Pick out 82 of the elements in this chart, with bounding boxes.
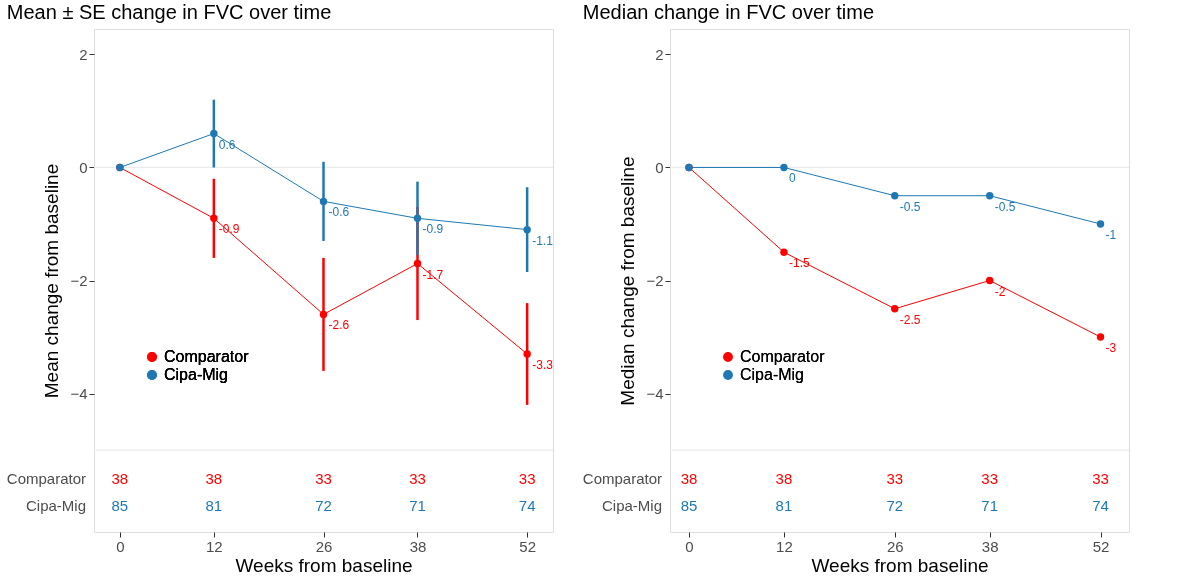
point (319, 310, 328, 319)
point (319, 197, 328, 206)
text: Comparator (582, 470, 662, 487)
data-label: 0 (788, 171, 796, 186)
point (986, 192, 994, 200)
annotation: 71 (409, 497, 426, 514)
x-tick-label: 26 (315, 537, 333, 555)
legend-label: Comparator (740, 348, 826, 365)
point (891, 192, 899, 200)
x-tick-label: 26 (886, 537, 904, 555)
y-tick-label: −4 (646, 385, 664, 403)
annotation: 72 (315, 497, 332, 514)
data-label: -3.3 (532, 357, 554, 372)
annotation: 38 (111, 470, 129, 487)
point (986, 276, 994, 285)
text: Cipa-Mig (25, 497, 86, 514)
x-axis-title: Weeks from baseline (235, 554, 413, 576)
annotation: 33 (1092, 470, 1109, 487)
x-axis-title: Weeks from baseline (811, 554, 989, 576)
annotation: 81 (205, 497, 223, 514)
annotation: 33 (409, 470, 426, 487)
data-label: -1.1 (532, 233, 554, 248)
point (780, 163, 788, 172)
text: Comparator (6, 470, 86, 487)
chart-title: Median change in FVC over time (582, 1, 875, 23)
annotation: 74 (1092, 497, 1109, 514)
x-tick-label: 52 (519, 537, 536, 555)
point (1096, 333, 1105, 341)
text: Cipa-Mig (601, 497, 662, 514)
legend-label: Comparator (164, 348, 250, 365)
point (891, 305, 899, 313)
data-label: -1.5 (788, 256, 810, 271)
annotation: 74 (518, 497, 536, 514)
y-tick-label: −2 (646, 272, 664, 289)
legend-label: Cipa-Mig (740, 366, 805, 383)
x-tick-label: 0 (116, 537, 125, 555)
data-label: -3 (1105, 341, 1117, 356)
annotation: 71 (981, 497, 999, 514)
data-label: -2.6 (328, 318, 350, 333)
chart-title: Mean ± SE change in FVC over time (6, 1, 332, 23)
y-tick-label: −2 (70, 272, 88, 289)
y-tick-label: 2 (79, 45, 88, 63)
annotation: 33 (518, 470, 536, 487)
data-label: -1 (1105, 227, 1117, 242)
y-tick-label: 0 (655, 158, 664, 176)
y-axis-title: Median change from baseline (617, 156, 639, 406)
legend-label: Cipa-Mig (164, 366, 229, 383)
annotation: 33 (886, 470, 904, 487)
x-tick-label: 12 (776, 537, 793, 555)
point (413, 214, 422, 223)
point (210, 129, 218, 138)
annotation: 85 (680, 497, 698, 514)
data-label: -0.5 (994, 199, 1016, 214)
x-tick-label: 0 (685, 537, 694, 555)
point (780, 248, 788, 256)
point (210, 214, 218, 223)
annotation: 72 (886, 497, 904, 514)
x-tick-label: 38 (981, 537, 999, 555)
x-tick-label: 38 (409, 537, 427, 555)
y-tick-label: 0 (79, 158, 88, 176)
data-label: 0.6 (218, 137, 236, 152)
y-tick-label: −4 (70, 385, 88, 403)
data-label: -0.9 (422, 222, 444, 237)
y-axis-title: Mean change from baseline (41, 163, 63, 399)
annotation: 33 (981, 470, 999, 487)
data-label: -2 (994, 284, 1006, 299)
point (523, 225, 531, 234)
data-label: -0.6 (328, 205, 350, 220)
annotation: 38 (680, 470, 698, 487)
annotation: 85 (111, 497, 129, 514)
data-label: -0.5 (899, 199, 921, 214)
annotation: 33 (315, 470, 332, 487)
annotation: 38 (205, 470, 223, 487)
x-tick-label: 52 (1092, 537, 1110, 555)
annotation: 38 (775, 470, 793, 487)
x-tick-label: 12 (206, 537, 223, 555)
data-label: -2.5 (899, 312, 921, 327)
annotation: 81 (775, 497, 793, 514)
point (523, 350, 531, 358)
point (413, 259, 422, 268)
y-tick-label: 2 (655, 45, 664, 63)
point (1096, 220, 1105, 228)
